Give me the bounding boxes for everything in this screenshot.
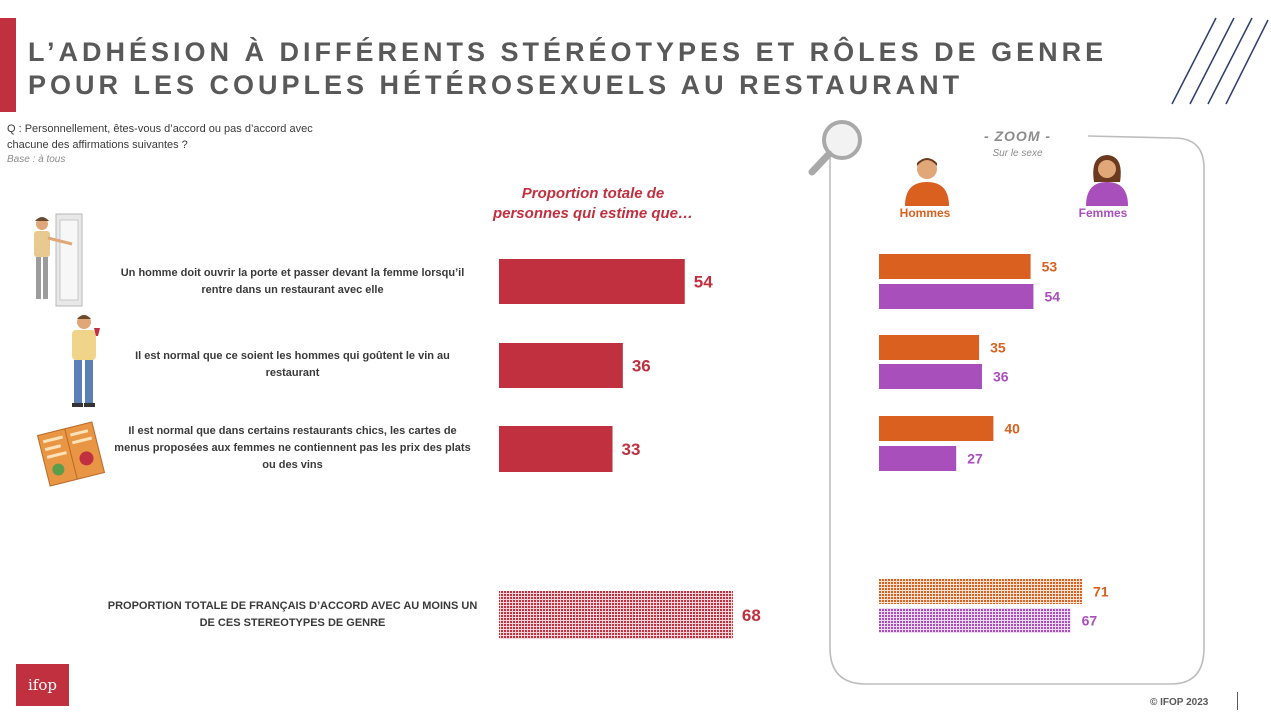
base-note: Base : à tous: [7, 154, 66, 165]
statement-3-line-3: ou des vins: [262, 459, 323, 471]
femmes-bar-1: [879, 284, 1034, 309]
zoom-title: - ZOOM -: [965, 128, 1070, 144]
total-bar-1: [499, 259, 685, 304]
hommes-bar-label-1: 53: [1042, 259, 1058, 275]
ifop-logo: ifop: [16, 664, 69, 706]
statement-3-line-1: Il est normal que dans certains restaura…: [128, 425, 457, 437]
statement-total-line-1: PROPORTION TOTALE DE FRANÇAIS D’ACCORD A…: [107, 600, 478, 612]
title-line-2: POUR LES COUPLES HÉTÉROSEXUELS AU RESTAU…: [28, 70, 964, 100]
question-line-1: Q : Personnellement, êtes-vous d’accord …: [7, 123, 313, 135]
statement-1-line-2: rentre dans un restaurant avec elle: [201, 284, 384, 296]
hommes-bar-4: [879, 579, 1083, 604]
man-tasting-wine-icon: [72, 315, 100, 407]
column-header: Proportion totale de personnes qui estim…: [470, 184, 716, 224]
page-title: L’ADHÉSION À DIFFÉRENTS STÉRÉOTYPES ET R…: [28, 36, 1107, 102]
femmes-bar-label-4: 67: [1082, 613, 1098, 629]
column-header-line-1: Proportion totale de: [521, 185, 665, 202]
hommes-bar-label-2: 35: [990, 340, 1006, 356]
femmes-bar-label-2: 36: [993, 369, 1009, 385]
total-bar-4: [499, 591, 733, 639]
femmes-bar-2: [879, 364, 982, 389]
statement-3-line-2: menus proposées aux femmes ne contiennen…: [114, 442, 471, 454]
statement-1: Un homme doit ouvrir la porte et passer …: [100, 265, 485, 299]
hommes-bar-label-3: 40: [1004, 421, 1020, 437]
total-bar-3: [499, 426, 613, 472]
femmes-bar-label-1: 54: [1044, 289, 1060, 305]
statement-3: Il est normal que dans certains restaura…: [100, 423, 485, 474]
column-header-line-2: personnes qui estime que…: [492, 205, 694, 222]
hommes-bar-2: [879, 335, 980, 360]
decorative-stripes-icon: [1171, 17, 1269, 105]
total-bar-label-3: 33: [622, 440, 641, 459]
zoom-subtitle: Sur le sexe: [992, 148, 1043, 159]
total-bar-2: [499, 343, 623, 388]
man-opening-door-icon: [34, 213, 83, 307]
total-bar-label-4: 68: [742, 606, 761, 625]
accent-bar: [0, 18, 16, 112]
statement-1-line-1: Un homme doit ouvrir la porte et passer …: [120, 267, 465, 279]
femmes-bar-4: [879, 608, 1071, 633]
question-line-2: chacune des affirmations suivantes ?: [7, 139, 188, 151]
total-bar-label-2: 36: [632, 357, 651, 376]
hommes-label: Hommes: [899, 206, 951, 220]
copyright-divider: [1237, 692, 1238, 710]
hommes-bar-3: [879, 416, 994, 441]
total-bar-label-1: 54: [694, 273, 713, 292]
statement-2-line-1: Il est normal que ce soient les hommes q…: [135, 350, 450, 362]
femmes-bar-3: [879, 446, 957, 471]
gender-bars: 53 35 40 71 54 36 27 67: [879, 254, 1109, 633]
femmes-bar-label-3: 27: [967, 451, 983, 467]
hommes-bar-label-4: 71: [1093, 584, 1109, 600]
woman-avatar-icon: [1086, 155, 1128, 206]
restaurant-menu-icon: [37, 421, 105, 487]
title-line-1: L’ADHÉSION À DIFFÉRENTS STÉRÉOTYPES ET R…: [28, 37, 1108, 67]
statement-2-line-2: restaurant: [265, 367, 320, 379]
statement-total-line-2: DE CES STEREOTYPES DE GENRE: [199, 617, 386, 629]
copyright: © IFOP 2023: [1150, 697, 1209, 708]
total-bars: 54 36 33 68: [499, 259, 761, 639]
survey-question: Q : Personnellement, êtes-vous d’accord …: [7, 121, 367, 153]
statement-2: Il est normal que ce soient les hommes q…: [100, 348, 485, 382]
statement-total: PROPORTION TOTALE DE FRANÇAIS D’ACCORD A…: [100, 598, 485, 632]
magnifier-icon: [808, 120, 862, 176]
femmes-label: Femmes: [1078, 206, 1128, 220]
man-avatar-icon: [905, 158, 949, 206]
hommes-bar-1: [879, 254, 1031, 279]
